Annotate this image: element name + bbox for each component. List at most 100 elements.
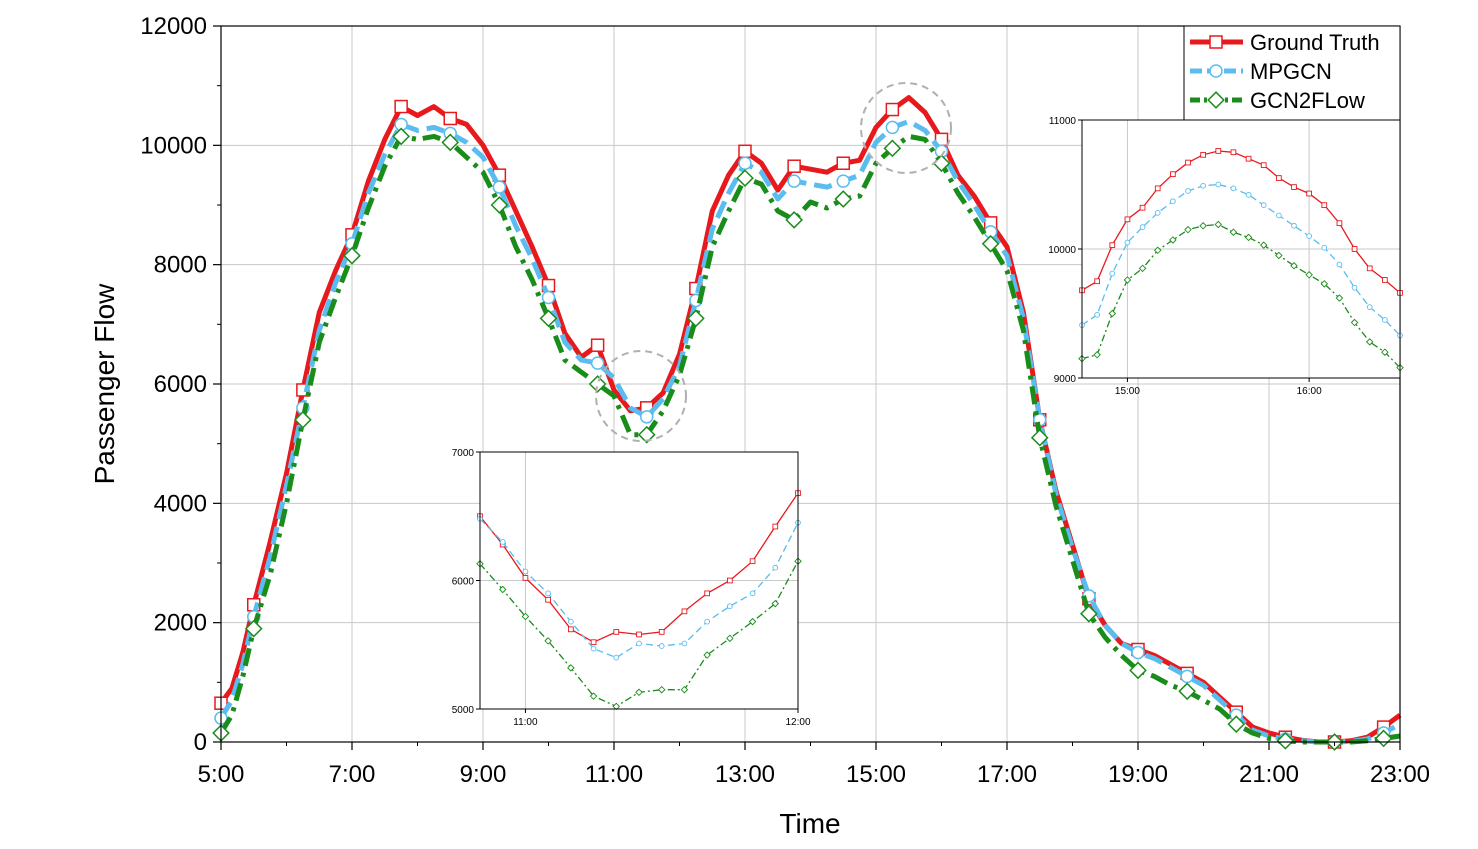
inset-data-point-gcn2flow [635, 688, 643, 697]
data-point-gcn2flow [736, 169, 754, 188]
inset-data-point-ground-truth [1351, 246, 1358, 252]
data-point-gcn2flow [1030, 428, 1049, 447]
inset-data-point-mpgcn [1306, 233, 1312, 239]
inset-data-point-ground-truth [749, 558, 756, 565]
data-point-gcn2flow [1080, 604, 1098, 623]
zoom-circle-afternoon [860, 82, 952, 174]
inset-series-mpgcn [1079, 181, 1403, 339]
legend-label-gcn2flow: GCN2FLow [1250, 88, 1365, 113]
inset-data-point-ground-truth [522, 575, 529, 581]
inset-data-point-mpgcn [590, 645, 597, 652]
inset-series-ground-truth [477, 490, 801, 646]
inset-data-point-mpgcn [499, 539, 506, 545]
data-point-ground-truth [787, 159, 801, 173]
inset-data-point-mpgcn [1321, 244, 1328, 251]
inset-series-mpgcn [477, 515, 801, 661]
inset-y-tick-label: 10000 [1048, 245, 1076, 256]
data-point-ground-truth [885, 102, 900, 117]
inset-data-point-gcn2flow [680, 685, 689, 694]
inset-data-point-gcn2flow [1290, 262, 1298, 270]
inset-data-point-mpgcn [545, 590, 551, 597]
inset-y-tick-label: 9000 [1054, 374, 1077, 385]
inset-data-point-mpgcn [704, 618, 710, 625]
data-point-mpgcn [1131, 645, 1145, 660]
inset-data-point-mpgcn [1245, 191, 1252, 198]
inset-data-point-gcn2flow [703, 651, 711, 659]
inset-data-point-ground-truth [568, 626, 574, 633]
data-point-gcn2flow [244, 619, 263, 638]
legend-label-ground-truth: Ground Truth [1250, 30, 1380, 55]
inset-series-gcn2flow [1078, 220, 1404, 372]
inset-data-point-gcn2flow [1229, 228, 1238, 236]
data-point-mpgcn [541, 290, 556, 305]
inset-data-point-mpgcn [1230, 185, 1237, 192]
inset-data-point-ground-truth [1139, 204, 1146, 211]
inset-data-point-gcn2flow [1305, 271, 1313, 279]
inset-series-line-gcn2flow [1081, 223, 1401, 369]
inset-data-point-gcn2flow [521, 612, 530, 621]
inset-data-point-gcn2flow [1350, 318, 1359, 327]
inset-y-tick-label: 7000 [452, 448, 475, 459]
inset-data-point-ground-truth [1321, 202, 1328, 208]
x-tick-label: 19:00 [1108, 761, 1168, 788]
legend-marker-gcn2flow [1207, 91, 1225, 109]
data-point-ground-truth [836, 156, 850, 170]
legend-item-gcn2flow: GCN2FLow [1190, 88, 1365, 113]
data-point-gcn2flow [588, 375, 607, 393]
inset-data-point-mpgcn [522, 568, 529, 575]
inset-data-point-ground-truth [1170, 171, 1176, 178]
y-tick-label: 0 [194, 729, 207, 756]
inset-series-line-ground-truth [1081, 150, 1401, 294]
inset-data-point-ground-truth [1366, 265, 1373, 272]
inset-data-point-mpgcn [1185, 188, 1191, 194]
x-tick-label: 17:00 [977, 761, 1037, 788]
inset-x-tick-label: 15:00 [1115, 386, 1140, 397]
inset-data-point-mpgcn [1276, 212, 1282, 219]
inset-x-tick-label: 16:00 [1297, 386, 1322, 397]
inset-data-point-mpgcn [658, 643, 665, 649]
inset-data-point-gcn2flow [1153, 246, 1162, 255]
inset-data-point-ground-truth [590, 639, 597, 646]
inset-data-point-ground-truth [727, 577, 733, 584]
data-point-gcn2flow [687, 309, 705, 328]
data-point-gcn2flow [1276, 731, 1295, 750]
series-gcn2flow [212, 127, 1401, 751]
x-tick-label: 21:00 [1239, 761, 1299, 788]
inset-data-point-gcn2flow [1244, 233, 1253, 242]
inset-data-point-gcn2flow [1335, 294, 1344, 302]
x-tick-label: 15:00 [846, 761, 906, 788]
data-point-gcn2flow [785, 211, 803, 229]
data-point-gcn2flow [883, 139, 902, 158]
y-tick-label: 6000 [154, 371, 207, 398]
inset-data-point-mpgcn [1124, 239, 1131, 246]
inset-data-point-mpgcn [1200, 182, 1206, 189]
data-point-mpgcn [1180, 669, 1194, 684]
inset-data-point-ground-truth [704, 590, 710, 597]
inset-series-gcn2flow [476, 557, 802, 711]
inset-data-point-ground-truth [681, 608, 688, 615]
zoom-circle-midday [595, 350, 687, 442]
inset-data-point-gcn2flow [1214, 220, 1223, 229]
data-point-gcn2flow [1227, 715, 1246, 733]
y-tick-label: 4000 [154, 490, 207, 517]
data-point-gcn2flow [490, 196, 509, 214]
inset-data-point-mpgcn [772, 564, 779, 571]
inset-data-point-gcn2flow [1169, 236, 1177, 244]
x-tick-label: 23:00 [1370, 761, 1430, 788]
y-tick-label: 2000 [154, 610, 207, 637]
inset-data-point-gcn2flow [1184, 225, 1192, 234]
x-tick-label: 13:00 [715, 761, 775, 788]
inset-data-point-gcn2flow [657, 685, 666, 694]
data-point-mpgcn [836, 174, 850, 188]
inset-y-tick-label: 11000 [1049, 116, 1077, 127]
inset-data-point-gcn2flow [1138, 264, 1147, 273]
y-tick-label: 8000 [154, 252, 207, 279]
inset-data-point-mpgcn [1170, 198, 1176, 205]
inset-chart-midday: 11:00 12:00 5000 6000 7000 [452, 448, 811, 728]
x-tick-label: 5:00 [198, 761, 245, 788]
inset-data-point-mpgcn [1215, 181, 1222, 188]
y-tick-label: 10000 [140, 132, 207, 159]
inset-data-point-ground-truth [1336, 220, 1343, 227]
inset-data-point-mpgcn [636, 640, 642, 647]
